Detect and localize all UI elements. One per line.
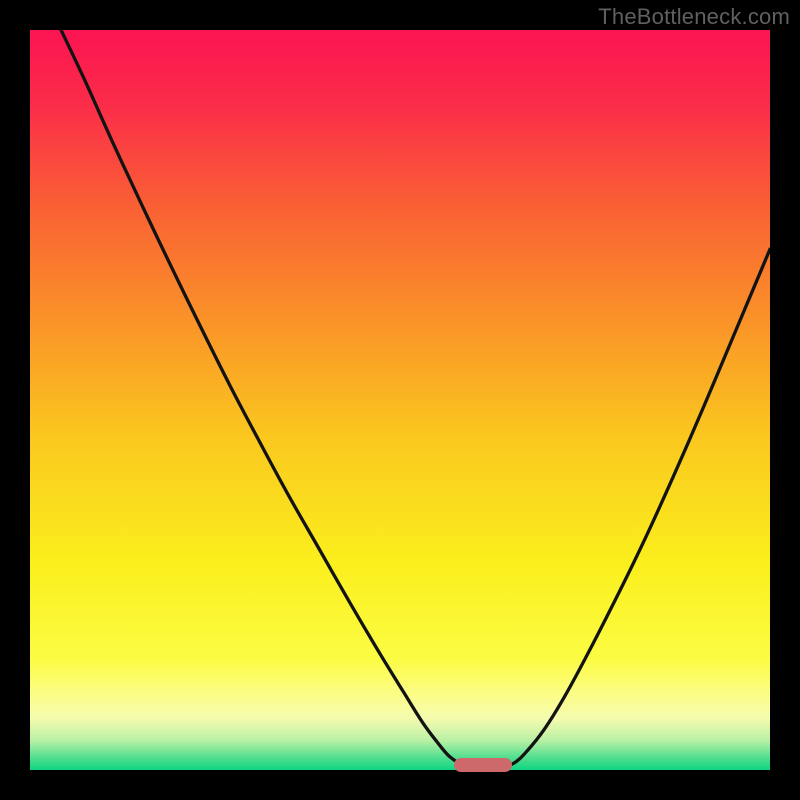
chart-frame: TheBottleneck.com [0, 0, 800, 800]
plot-area [30, 30, 770, 770]
optimum-marker [454, 758, 512, 772]
watermark-label: TheBottleneck.com [598, 4, 790, 30]
bottleneck-curve [30, 30, 770, 770]
